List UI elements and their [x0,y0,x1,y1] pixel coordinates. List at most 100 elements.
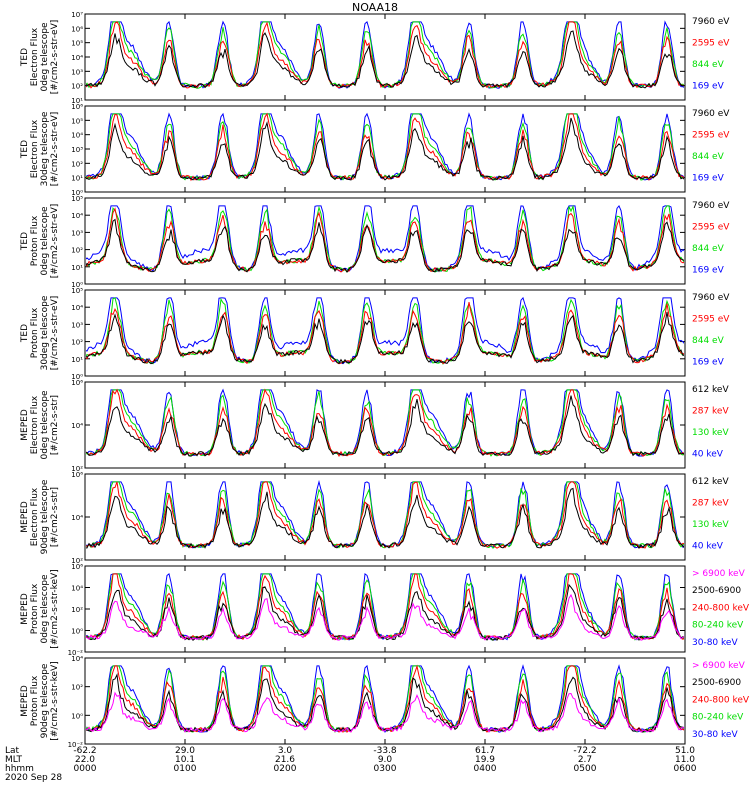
footer-lat-value: -33.8 [373,746,397,756]
legend-entry: 2595 eV [692,315,730,325]
series-line [86,673,684,733]
legend-entry: 240-800 keV [692,695,750,705]
y-tick-label: 10⁵ [71,40,83,48]
y-tick-label: 10⁶ [71,25,83,33]
footer-mlt-value: 2.7 [577,755,593,765]
legend-entry: 2500-6900 [692,678,741,688]
legend-entry: 287 keV [692,499,729,509]
y-tick-label: 10⁴ [71,585,83,593]
y-tick-label: 10⁶ [71,103,83,111]
y-tick-label: 10⁴ [71,212,83,220]
legend-entry: 7960 eV [692,109,730,119]
legend-entry: 80-240 keV [692,621,744,631]
legend-entry: > 6900 keV [692,569,746,579]
series-line [86,665,684,734]
y-tick-label: 10¹ [71,356,83,364]
legend-entry: 612 keV [692,477,729,487]
y-tick-label: 10³ [71,321,83,329]
panel-6: 10² 10⁴ 10⁶ MEPEDElectron Flux90deg telesco… [20,471,729,565]
footer-row-label-lat: Lat [5,746,20,756]
y-tick-label: 10⁶ [71,563,83,571]
series-line [86,218,684,273]
footer-row-label-hhmm: hhmm [5,764,34,774]
panel-traces [86,20,684,89]
legend-entry: 169 eV [692,82,725,92]
series-line [86,389,684,457]
series-line [86,395,684,457]
y-tick-label: 10⁷ [71,11,83,19]
legend-entry: 130 keV [692,520,729,530]
legend-entry: 2595 eV [692,39,730,49]
legend-entry: 169 eV [692,358,725,368]
legend-entry: 2595 eV [692,131,730,141]
footer-lat-value: -72.2 [573,746,597,756]
y-tick-label: 10⁻² [68,649,84,657]
legend-entry: 612 keV [692,385,729,395]
y-axis-label: MEPEDProton Flux90deg telescope[#/cm2-s-… [20,661,60,740]
y-tick-label: 10⁵ [71,195,83,203]
panel-traces [86,204,684,273]
y-tick-label: 10⁴ [71,655,83,663]
footer-mlt-value: 19.9 [474,755,496,765]
panel-7: 10⁻² 10⁰ 10² 10⁴ 10⁶ MEPEDProton Flux0deg tel… [20,563,750,657]
series-line [86,30,684,89]
panel-4: 10⁰ 10¹ 10² 10³ 10⁴ 10⁵ TEDProton Flux30deg te… [20,287,730,381]
panel-2: 10⁰ 10¹ 10² 10³ 10⁴ 10⁵ 10⁶ TEDElectron Flux30d… [20,103,730,197]
footer-row-label-mlt: MLT [5,755,23,765]
panel-3: 10⁰ 10¹ 10² 10³ 10⁴ 10⁵ TEDProton Flux0deg tel… [20,195,730,289]
y-tick-label: 10³ [71,68,83,76]
y-tick-label: 10⁴ [71,304,83,312]
legend-entry: 2595 eV [692,223,730,233]
panel-traces [86,112,684,182]
series-line [86,112,684,181]
series-line [86,204,684,273]
y-tick-label: 10² [71,247,83,255]
y-tick-label: 10² [71,160,83,168]
legend-entry: 80-240 keV [692,713,744,723]
y-axis-label: MEPEDElectron Flux0deg telescope[#/cm2-s… [20,390,60,460]
footer-hhmm-value: 0200 [273,764,297,774]
footer-lat-value: -62.2 [73,746,97,756]
panel-8: 10⁻² 10⁰ 10² 10⁴ MEPEDProton Flux90deg teles… [20,655,750,749]
footer-mlt-value: 10.1 [174,755,196,765]
footer-lat-value: 3.0 [277,746,293,756]
panel-traces [86,388,684,458]
series-line [86,487,684,549]
series-line [86,311,684,365]
footer-hhmm-value: 0600 [673,764,697,774]
footer-mlt-value: 9.0 [377,755,393,765]
series-line [86,117,684,181]
legend-entry: 240-800 keV [692,603,750,613]
legend-entry: 30-80 keV [692,730,738,740]
series-line [86,479,684,549]
series-line [86,296,684,365]
y-tick-label: 10⁶ [71,379,83,387]
y-tick-label: 10⁴ [71,514,83,522]
panel-1: 10¹ 10² 10³ 10⁴ 10⁵ 10⁶ 10⁷ TEDElectron Flux0de… [20,11,730,105]
y-tick-label: 10⁰ [71,373,83,381]
y-axis-label: TEDElectron Flux0deg telescope[#/cm2-s-s… [20,20,60,95]
footer-lat-value: 51.0 [674,746,696,756]
y-tick-label: 10⁵ [71,117,83,125]
legend-entry: 2500-6900 [692,586,741,596]
footer-hhmm-value: 0300 [373,764,397,774]
y-tick-label: 10⁰ [71,628,83,636]
series-line [86,664,684,733]
y-tick-label: 10⁻² [68,741,84,749]
y-tick-label: 10⁶ [71,471,83,479]
panel-traces [86,664,684,734]
legend-entry: 130 keV [692,428,729,438]
footer-lat-value: 29.0 [174,746,196,756]
y-axis-label: MEPEDElectron Flux90deg telescope[#/cm2-… [20,479,60,554]
series-line [86,113,684,182]
footer-mlt-value: 21.6 [274,755,296,765]
footer-hhmm-value: 0500 [573,764,597,774]
y-tick-label: 10⁰ [71,281,83,289]
y-axis-label: TEDProton Flux30deg telescope[#/cm2-s-st… [20,295,60,370]
y-tick-label: 10⁵ [71,287,83,295]
legend-entry: 844 eV [692,336,725,346]
series-line [86,593,684,641]
legend-entry: 7960 eV [692,201,730,211]
y-tick-label: 10¹ [71,175,83,183]
